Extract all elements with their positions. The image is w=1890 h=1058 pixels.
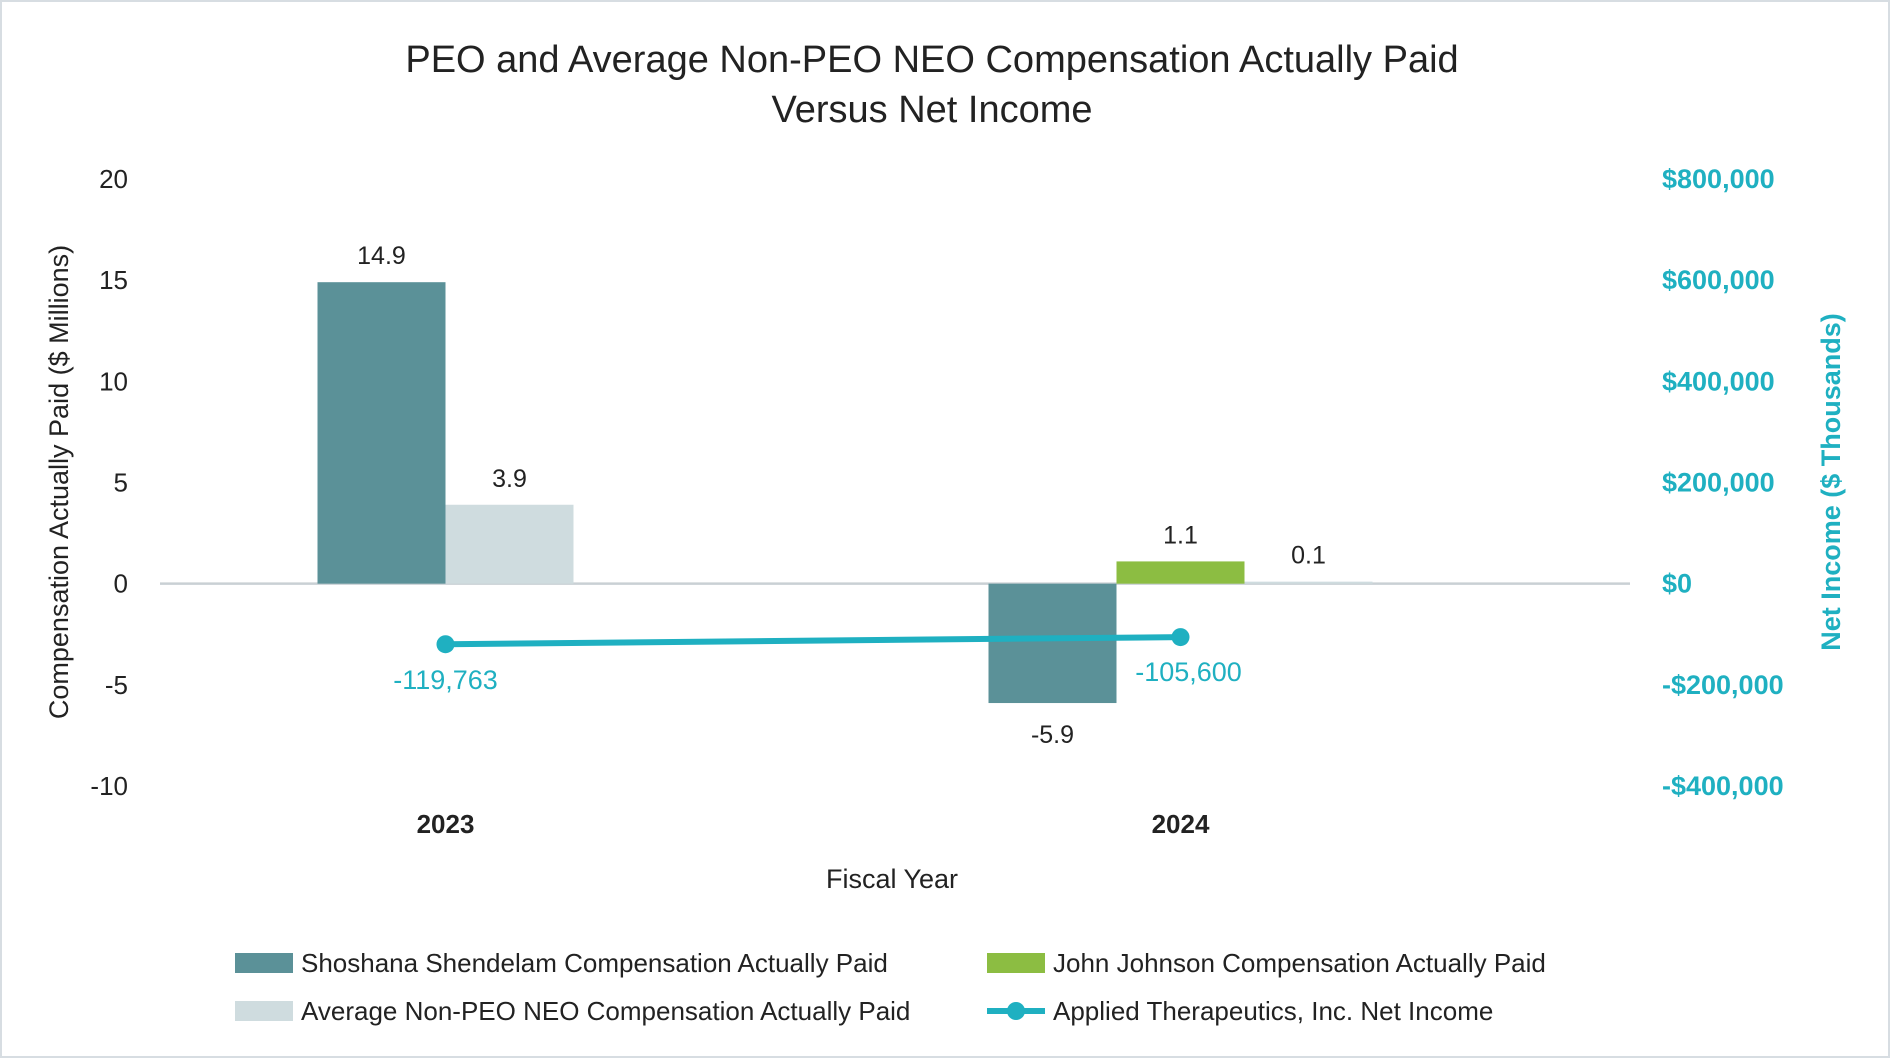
bar-1-2024 bbox=[1116, 561, 1245, 584]
legend-label: John Johnson Compensation Actually Paid bbox=[1053, 948, 1546, 978]
y-tick-label: -10 bbox=[90, 771, 128, 801]
secondary-y-tick-label: $600,000 bbox=[1662, 265, 1775, 295]
bar-data-label: 1.1 bbox=[1163, 521, 1198, 549]
secondary-y-tick-label: -$400,000 bbox=[1662, 771, 1784, 801]
y-tick-label: 10 bbox=[99, 366, 128, 396]
net-income-line: -119,763 -105,600 bbox=[393, 628, 1242, 695]
bar-0-2023 bbox=[317, 282, 446, 584]
bar-data-label: -5.9 bbox=[1031, 721, 1074, 749]
legend-swatch bbox=[235, 1001, 293, 1021]
chart-title-line-1: PEO and Average Non-PEO NEO Compensation… bbox=[405, 39, 1458, 81]
y-tick-label: -5 bbox=[105, 670, 128, 700]
legend-label: Shoshana Shendelam Compensation Actually… bbox=[301, 948, 888, 978]
chart-title: PEO and Average Non-PEO NEO Compensation… bbox=[405, 39, 1458, 131]
y-axis-ticks: 20 15 10 5 0 -5 -10 bbox=[90, 164, 128, 801]
bar-2-2024 bbox=[1244, 581, 1373, 584]
net-income-point bbox=[1171, 628, 1190, 647]
legend: Shoshana Shendelam Compensation Actually… bbox=[235, 948, 1546, 1026]
legend-label: Applied Therapeutics, Inc. Net Income bbox=[1053, 996, 1493, 1026]
bar-0-2024 bbox=[988, 583, 1117, 704]
legend-marker bbox=[1007, 1002, 1025, 1020]
x-axis-label: Fiscal Year bbox=[826, 864, 958, 894]
secondary-y-tick-label: $400,000 bbox=[1662, 366, 1775, 396]
y-tick-label: 15 bbox=[99, 265, 128, 295]
net-income-line-path bbox=[445, 634, 1181, 648]
x-axis-ticks: 2023 2024 bbox=[417, 809, 1210, 839]
secondary-y-tick-label: $800,000 bbox=[1662, 164, 1775, 194]
net-income-data-label: -105,600 bbox=[1135, 657, 1242, 687]
y-tick-label: 5 bbox=[114, 468, 128, 498]
legend-swatch bbox=[235, 953, 293, 973]
net-income-point bbox=[436, 635, 455, 654]
chart-title-line-2: Versus Net Income bbox=[771, 89, 1092, 131]
x-tick-label: 2023 bbox=[417, 809, 475, 839]
secondary-y-tick-label: -$200,000 bbox=[1662, 670, 1784, 700]
bar-marks: 14.9 3.9 -5.9 1.1 0.1 bbox=[317, 242, 1373, 749]
bar-data-label: 3.9 bbox=[492, 465, 527, 493]
y-axis-label: Compensation Actually Paid ($ Millions) bbox=[44, 245, 74, 719]
secondary-y-tick-label: $200,000 bbox=[1662, 468, 1775, 498]
x-tick-label: 2024 bbox=[1152, 809, 1210, 839]
legend-swatch bbox=[987, 953, 1045, 973]
secondary-y-axis-ticks: $800,000 $600,000 $400,000 $200,000 $0 -$200,… bbox=[1662, 164, 1784, 801]
net-income-data-label: -119,763 bbox=[393, 665, 498, 695]
bar-data-label: 0.1 bbox=[1291, 542, 1326, 570]
secondary-y-tick-label: $0 bbox=[1662, 569, 1692, 599]
y-tick-label: 0 bbox=[114, 569, 128, 599]
y-tick-label: 20 bbox=[99, 164, 128, 194]
bar-2-2023 bbox=[445, 504, 574, 584]
secondary-y-axis-label: Net Income ($ Thousands) bbox=[1816, 313, 1846, 651]
legend-label: Average Non-PEO NEO Compensation Actuall… bbox=[301, 996, 910, 1026]
bar-data-label: 14.9 bbox=[357, 242, 406, 270]
